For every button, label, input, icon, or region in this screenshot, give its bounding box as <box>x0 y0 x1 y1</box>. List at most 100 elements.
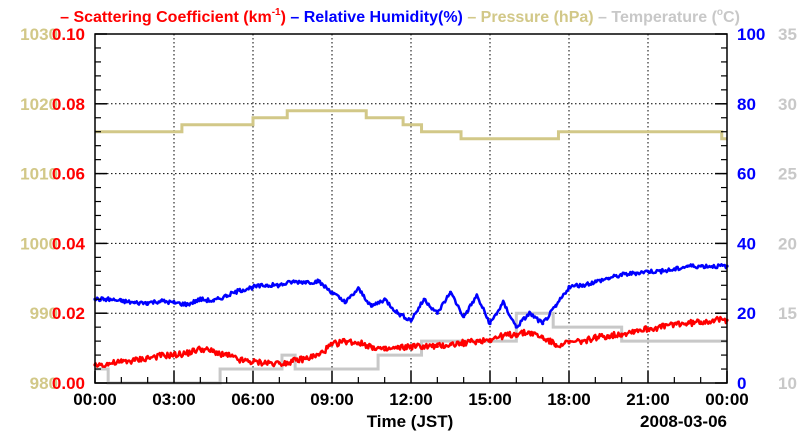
humidity-point <box>132 301 137 305</box>
humidity-point <box>211 299 216 303</box>
scattering-point <box>304 356 308 361</box>
legend-tail: ) <box>281 9 286 26</box>
humidity-point <box>646 269 650 273</box>
humidity-point <box>225 294 229 298</box>
x-tick-label: 09:00 <box>310 390 353 409</box>
scattering-point <box>606 334 611 338</box>
humidity-point <box>448 290 453 294</box>
scattering-point <box>527 330 532 334</box>
scattering-point <box>475 339 479 343</box>
pressure-tick-label: 990 <box>30 304 58 323</box>
pressure-tick-label: 1020 <box>20 95 58 114</box>
pressure-tick-label: 1030 <box>20 25 58 44</box>
axes: 00:00 03:00 06:00 09:00 12:00 15:00 18:00 21:00… <box>20 25 797 409</box>
legend-temperature: – Temperature ( <box>594 9 718 26</box>
x-tick-label: 06:00 <box>231 390 274 409</box>
scattering-point <box>290 359 295 363</box>
humidity-point <box>672 267 676 272</box>
humidity-point <box>251 285 255 289</box>
humidity-point <box>146 301 150 305</box>
scattering-point <box>659 325 663 329</box>
scattering-point <box>119 360 123 364</box>
scattering-point <box>159 354 163 358</box>
humidity-point <box>185 302 189 307</box>
humidity-point <box>435 311 439 315</box>
scattering-point <box>646 327 650 331</box>
humidity-point <box>633 271 637 275</box>
humidity-point <box>304 280 308 284</box>
humidity-point <box>475 294 479 298</box>
scattering-point <box>198 347 202 351</box>
humidity-point <box>369 304 374 308</box>
scattering-point <box>448 343 453 347</box>
scattering-point <box>330 343 334 347</box>
scattering-point <box>225 353 229 357</box>
humidity-tick-label: 80 <box>737 95 756 114</box>
scattering-point <box>264 361 268 365</box>
temperature-line <box>95 311 727 385</box>
scattering-point <box>132 358 137 362</box>
humidity-point <box>330 290 334 294</box>
scattering-point <box>422 344 426 348</box>
scattering-tick-label: 0.04 <box>52 234 86 253</box>
humidity-point <box>290 280 295 284</box>
humidity-point <box>383 297 387 301</box>
scattering-point <box>317 353 321 357</box>
temperature-tick-label: 25 <box>778 165 797 184</box>
humidity-tick-label: 20 <box>737 304 756 323</box>
scattering-point <box>383 348 387 352</box>
scattering-point <box>593 336 597 340</box>
scattering-point <box>185 351 189 355</box>
scattering-point <box>435 344 439 348</box>
scattering-point <box>488 337 492 341</box>
scattering-tick-label: 0.06 <box>52 165 85 184</box>
humidity-point <box>317 280 321 284</box>
scattering-point <box>514 332 518 336</box>
scattering-point <box>712 318 716 322</box>
humidity-tick-label: 60 <box>737 165 756 184</box>
scattering-point <box>685 322 690 326</box>
traces <box>93 109 729 385</box>
legend-scattering: – Scattering Coefficient (km <box>60 9 272 26</box>
scattering-point <box>699 320 703 324</box>
humidity-point <box>699 264 703 268</box>
humidity-point <box>606 276 611 280</box>
humidity-point <box>554 304 558 308</box>
x-tick-label: 00:00 <box>73 390 116 409</box>
scattering-point <box>620 332 624 336</box>
humidity-point <box>712 264 716 268</box>
humidity-point <box>462 315 466 319</box>
humidity-tick-label: 0 <box>737 374 746 393</box>
x-tick-label: 15:00 <box>468 390 511 409</box>
humidity-point <box>198 297 202 301</box>
temperature-tick-label: 10 <box>778 374 797 393</box>
temperature-tick-label: 20 <box>778 234 797 253</box>
humidity-point <box>593 280 597 284</box>
temperature-tick-label: 30 <box>778 95 797 114</box>
scattering-point <box>238 358 242 362</box>
x-tick-label: 21:00 <box>626 390 669 409</box>
legend-humidity: – Relative Humidity(%) <box>286 9 463 26</box>
scattering-point <box>172 353 176 357</box>
humidity-point <box>343 301 347 305</box>
humidity-tick-label: 40 <box>737 234 756 253</box>
pressure-tick-label: 1010 <box>20 165 58 184</box>
scattering-point <box>672 322 676 326</box>
scattering-point <box>633 329 637 333</box>
scattering-point <box>277 361 281 365</box>
scattering-point <box>211 349 216 354</box>
scattering-point <box>580 339 584 343</box>
legend-pressure: – Pressure (hPa) <box>463 9 594 26</box>
scattering-point <box>356 341 360 345</box>
pressure-tick-label: 980 <box>30 374 58 393</box>
pressure-tick-label: 1000 <box>20 234 58 253</box>
humidity-point <box>172 301 176 305</box>
x-tick-label: 18:00 <box>547 390 590 409</box>
humidity-tick-label: 100 <box>737 25 765 44</box>
humidity-point <box>659 269 663 273</box>
scattering-tick-label: 0.00 <box>52 374 85 393</box>
humidity-point <box>422 297 426 301</box>
humidity-point <box>356 287 360 291</box>
humidity-point <box>106 297 110 301</box>
